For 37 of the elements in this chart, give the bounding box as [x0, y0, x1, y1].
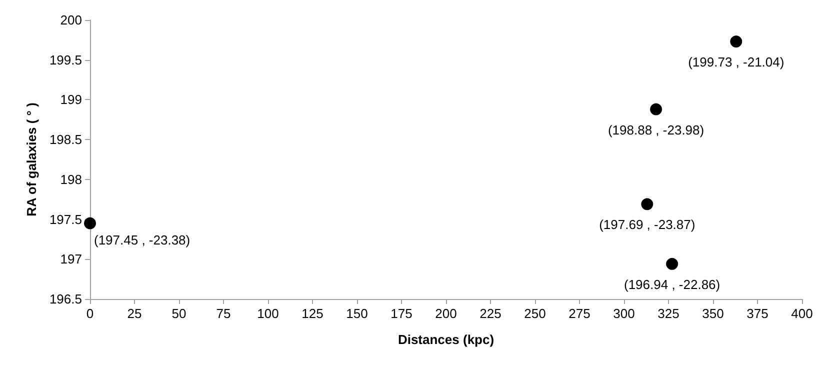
x-tick-label: 275: [568, 306, 590, 321]
x-tick-label: 150: [346, 306, 368, 321]
y-tick-label: 198: [60, 172, 82, 187]
x-tick-label: 175: [390, 306, 412, 321]
x-tick-label: 25: [127, 306, 142, 321]
x-tick-label: 0: [86, 306, 94, 321]
x-tick-label: 375: [746, 306, 768, 321]
data-label: (197.45 , -23.38): [94, 232, 190, 248]
x-tick-label: 400: [791, 306, 813, 321]
data-label: (196.94 , -22.86): [624, 276, 720, 292]
x-tick-label: 250: [524, 306, 546, 321]
y-tick-label: 197: [60, 252, 82, 267]
point: [666, 258, 678, 270]
x-tick-label: 225: [480, 306, 502, 321]
y-tick-label: 199.5: [49, 52, 82, 68]
x-tick-label: 100: [257, 306, 279, 321]
y-tick-label: 198.5: [49, 132, 82, 148]
point: [730, 36, 742, 48]
x-tick-label: 300: [613, 306, 635, 321]
y-tick-label: 196.5: [49, 292, 82, 306]
y-tick-label: 197.5: [49, 212, 82, 227]
y-axis-title: RA of galaxies ( ° ): [24, 102, 39, 216]
point: [641, 198, 654, 210]
x-tick-label: 75: [216, 306, 231, 321]
y-tick-label: 200: [60, 12, 82, 28]
point: [650, 103, 662, 116]
data-label: (197.69 , -23.87): [599, 217, 696, 232]
x-tick-label: 350: [702, 306, 724, 321]
x-tick-label: 200: [435, 306, 457, 321]
point: [84, 217, 96, 230]
x-tick-label: 325: [658, 306, 680, 321]
x-tick-label: 125: [302, 306, 324, 321]
x-axis-title: Distances (kpc): [398, 332, 494, 347]
data-label: (198.88 , -23.98): [608, 122, 704, 138]
x-tick-label: 50: [172, 306, 186, 321]
data-label: (199.73 , -21.04): [688, 54, 784, 70]
y-tick-label: 199: [60, 92, 82, 108]
